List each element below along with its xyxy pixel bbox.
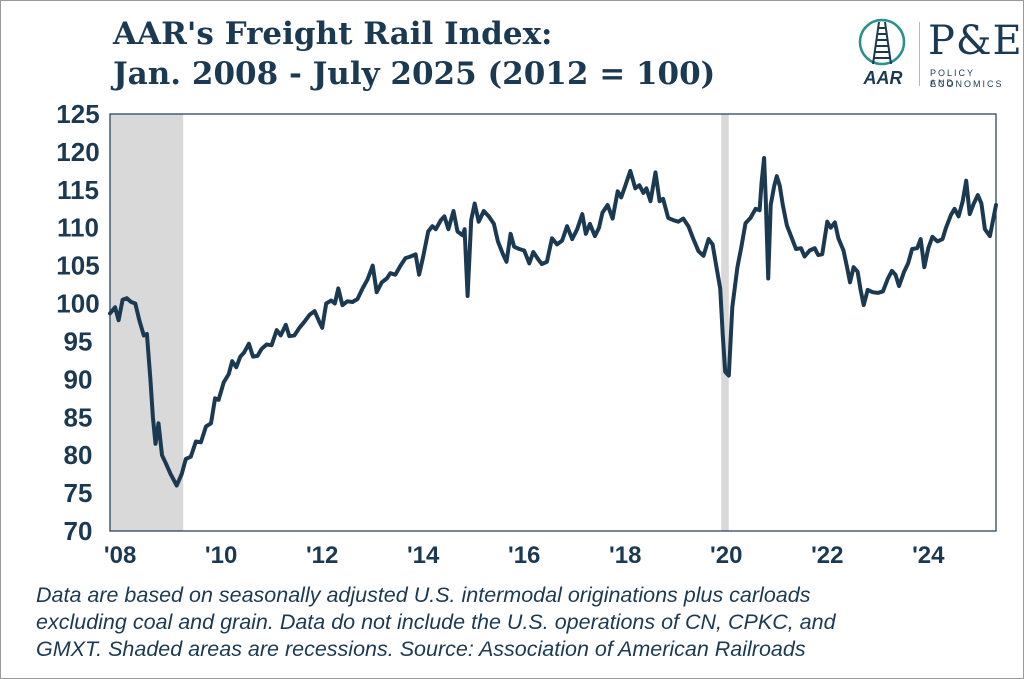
y-tick-label-100: 100 (56, 289, 99, 319)
aar-pe-logo: AAR P&E POLICY AND ECONOMICS (852, 18, 1022, 94)
logo-divider (919, 22, 920, 86)
x-tick-label-18: '18 (609, 542, 641, 569)
recession-band-2 (721, 114, 729, 531)
chart-title: AAR's Freight Rail Index: Jan. 2008 - Ju… (113, 14, 715, 94)
x-tick-label-16: '16 (508, 542, 540, 569)
y-tick-label-75: 75 (64, 478, 93, 508)
y-tick-label-95: 95 (64, 326, 93, 356)
x-tick-label-20: '20 (710, 542, 742, 569)
aar-logo-text: AAR (863, 68, 903, 88)
footnote-line3: GMXT. Shaded areas are recessions. Sourc… (36, 637, 806, 661)
x-tick-label-22: '22 (811, 542, 843, 569)
plot-area-border (109, 113, 997, 532)
y-tick-label-115: 115 (57, 175, 99, 205)
pe-logo-subtitle-line2: ECONOMICS (930, 79, 1004, 89)
x-tick-label-14: '14 (407, 542, 440, 569)
series-line-1 (108, 156, 998, 488)
y-tick-label-85: 85 (64, 402, 93, 432)
chart-title-line1: AAR's Freight Rail Index: (113, 16, 553, 52)
y-tick-label-90: 90 (64, 364, 93, 394)
x-tick-label-10: '10 (205, 542, 237, 569)
x-axis-tick-labels: '08 '10 '12 '14 '16 '18 '20 '22 '24 (104, 542, 945, 569)
recession-shading (110, 114, 729, 531)
y-tick-label-110: 110 (57, 213, 99, 243)
y-tick-label-80: 80 (64, 440, 93, 470)
pe-logo-subtitle-line1: POLICY AND (930, 68, 975, 88)
recession-band-1 (110, 114, 184, 531)
y-tick-label-105: 105 (56, 251, 99, 281)
y-tick-label-70: 70 (64, 516, 93, 546)
footnote-line2: excluding coal and grain. Data do not in… (36, 610, 836, 634)
y-axis-tick-labels: 70 75 80 85 90 95 100 105 110 115 120 125 (56, 99, 99, 546)
aar-railroad-track-icon (858, 18, 906, 66)
x-tick-label-08: '08 (104, 542, 136, 569)
x-tick-label-12: '12 (306, 542, 338, 569)
chart-footnote: Data are based on seasonally adjusted U.… (36, 582, 1006, 663)
series-layer (108, 156, 998, 488)
x-tick-label-24: '24 (912, 542, 945, 569)
pe-logo-text: P&E (928, 18, 1023, 64)
y-tick-label-125: 125 (56, 99, 99, 129)
footnote-line1: Data are based on seasonally adjusted U.… (36, 583, 811, 607)
chart-title-line2: Jan. 2008 - July 2025 (2012 = 100) (113, 56, 716, 92)
y-tick-label-120: 120 (56, 137, 99, 167)
